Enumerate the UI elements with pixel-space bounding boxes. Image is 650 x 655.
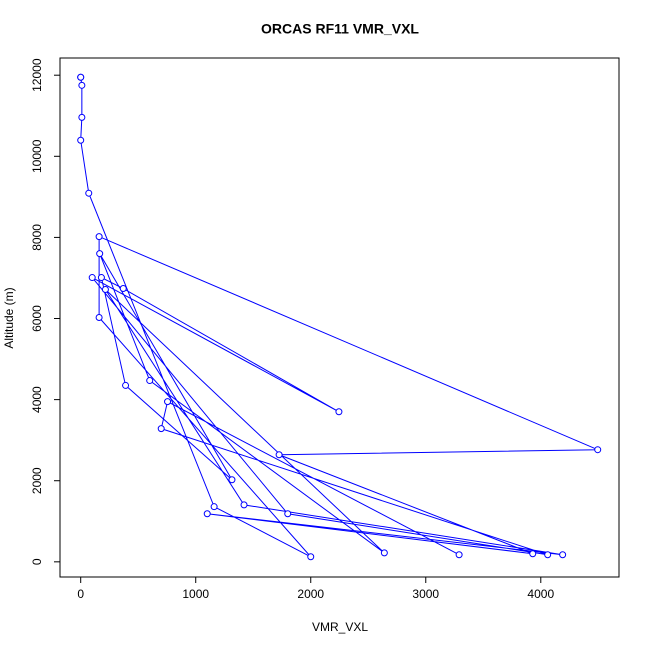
data-point [146, 377, 154, 385]
data-point [78, 113, 86, 121]
data-point [95, 233, 103, 241]
data-point [335, 408, 343, 416]
y-tick-label: 10000 [30, 139, 44, 173]
data-point [228, 476, 236, 484]
y-tick-label: 12000 [30, 58, 44, 92]
data-point [284, 510, 292, 518]
data-point [307, 553, 315, 561]
y-axis-label: Altitude (m) [2, 287, 16, 348]
data-point [77, 136, 85, 144]
y-tick-label: 2000 [30, 467, 44, 494]
x-axis-label: VMR_VXL [312, 620, 368, 634]
data-point [380, 549, 388, 557]
plot-frame [59, 57, 620, 578]
x-tick-label: 2000 [297, 587, 324, 601]
data-point [122, 381, 130, 389]
data-point [77, 73, 85, 81]
data-point [78, 81, 86, 89]
data-point [88, 274, 96, 282]
data-point [544, 551, 552, 559]
data-point [164, 398, 172, 406]
data-point [97, 274, 105, 282]
y-tick-label: 4000 [30, 386, 44, 413]
x-tick-label: 4000 [527, 587, 554, 601]
y-tick-label: 8000 [30, 224, 44, 251]
data-point [210, 503, 218, 511]
data-point [119, 285, 127, 293]
data-point [275, 451, 283, 459]
y-tick-label: 6000 [30, 305, 44, 332]
x-tick-label: 0 [77, 587, 84, 601]
x-tick-label: 1000 [182, 587, 209, 601]
data-point [157, 425, 165, 433]
chart-title: ORCAS RF11 VMR_VXL [261, 21, 419, 37]
data-point [455, 551, 463, 559]
y-tick-label: 0 [30, 558, 44, 565]
x-tick-label: 3000 [412, 587, 439, 601]
data-point [95, 314, 103, 321]
data-point [96, 250, 104, 258]
data-point [594, 446, 602, 454]
data-point [85, 189, 93, 197]
series-line [80, 77, 598, 558]
data-point [101, 286, 109, 294]
data-point [529, 550, 537, 558]
data-point [240, 501, 248, 509]
data-point [203, 510, 211, 518]
data-point [559, 551, 567, 559]
